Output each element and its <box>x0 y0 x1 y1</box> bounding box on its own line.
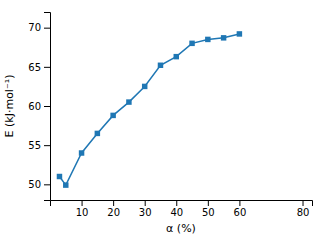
chart: 10 20 30 40 50 60 80 50 55 60 65 70 α (%) E (kJ·mol⁻¹… <box>0 0 326 238</box>
tick-mark <box>208 200 209 206</box>
tick: 80 <box>297 200 310 218</box>
tick-mark <box>239 200 240 206</box>
plot-area <box>57 31 242 188</box>
marker <box>158 63 163 68</box>
marker <box>142 84 147 89</box>
tick: 50 <box>28 179 50 190</box>
tick-label: 50 <box>202 207 215 218</box>
tick-label: 10 <box>76 207 89 218</box>
tick-mark <box>44 106 50 107</box>
tick: 55 <box>28 140 50 151</box>
tick: 65 <box>28 62 50 73</box>
tick-mark <box>44 145 50 146</box>
tick-label: 60 <box>28 101 41 112</box>
tick-mark <box>303 200 304 206</box>
marker <box>79 150 84 155</box>
tick-label: 65 <box>28 62 41 73</box>
y-axis-title: E (kJ·mol⁻¹) <box>3 75 16 138</box>
x-axis-title: α (%) <box>166 222 196 235</box>
tick-mark <box>44 28 50 29</box>
marker <box>95 131 100 136</box>
marker <box>126 99 131 104</box>
tick-mark <box>113 200 114 206</box>
tick-label: 60 <box>234 207 247 218</box>
tick-mark <box>145 200 146 206</box>
tick-label: 30 <box>139 207 152 218</box>
tick: 30 <box>139 200 152 218</box>
axis-line <box>51 201 313 207</box>
x-axis: 10 20 30 40 50 60 80 <box>51 200 313 218</box>
tick: 60 <box>28 101 50 112</box>
marker <box>110 113 115 118</box>
marker <box>174 54 179 59</box>
tick-label: 50 <box>28 179 41 190</box>
y-axis: 50 55 60 65 70 <box>28 13 50 201</box>
tick: 60 <box>234 200 247 218</box>
tick: 10 <box>76 200 89 218</box>
marker <box>63 182 68 187</box>
tick-mark <box>44 184 50 185</box>
marker <box>189 41 194 46</box>
tick: 20 <box>107 200 120 218</box>
tick: 50 <box>202 200 215 218</box>
marker <box>221 35 226 40</box>
tick-label: 70 <box>28 22 41 33</box>
tick: 40 <box>170 200 183 218</box>
tick-mark <box>176 200 177 206</box>
tick: 70 <box>28 22 50 33</box>
marker <box>57 174 62 179</box>
marker <box>205 37 210 42</box>
tick-label: 20 <box>107 207 120 218</box>
tick-label: 55 <box>28 140 41 151</box>
axis-line <box>44 13 51 201</box>
tick-mark <box>82 200 83 206</box>
tick-mark <box>44 67 50 68</box>
line <box>59 34 239 185</box>
tick-label: 40 <box>170 207 183 218</box>
marker <box>237 31 242 36</box>
tick-label: 80 <box>297 207 310 218</box>
